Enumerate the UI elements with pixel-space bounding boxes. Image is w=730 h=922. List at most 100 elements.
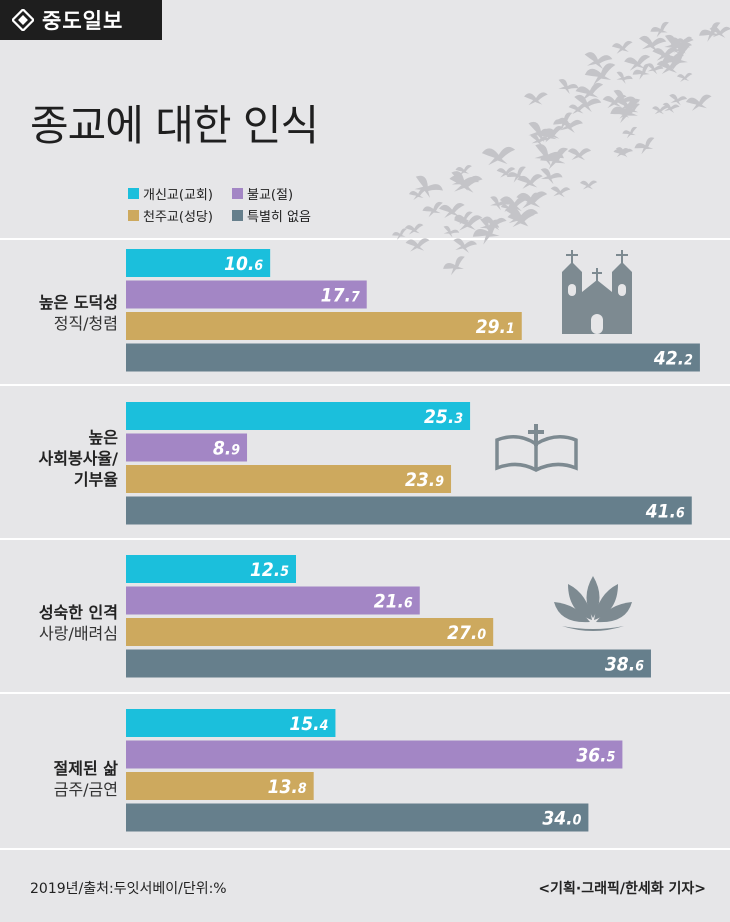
bird-icon: [408, 188, 427, 201]
bird-icon: [676, 72, 693, 82]
bird-icon: [490, 196, 509, 211]
bird-icon: [453, 215, 483, 231]
bar-value-label: 12.5: [250, 559, 289, 581]
separator-line: [0, 384, 730, 386]
bar-value-label: 41.6: [645, 501, 685, 523]
bar-buddhist-3: [126, 586, 420, 615]
category-label-temperance: 절제된 삶 금주/금연: [0, 758, 118, 800]
bird-icon: [579, 180, 598, 190]
category-label-social-service: 높은 사회봉사율/ 기부율: [0, 427, 118, 490]
bird-icon: [632, 63, 651, 80]
bar-protestant-2: [126, 402, 471, 430]
category-main-text: 사회봉사율/: [38, 449, 118, 468]
bar-value-label: 36.5: [576, 745, 615, 767]
bird-icon: [540, 168, 563, 185]
bird-icon: [472, 219, 501, 245]
bird-icon: [622, 126, 638, 139]
bar-none-3: [126, 649, 651, 678]
legend-swatch-catholic: [128, 210, 139, 221]
bird-icon: [668, 37, 694, 51]
bar-none-2: [126, 496, 692, 525]
bar-catholic-2: [126, 465, 452, 493]
source-note: 2019년/출처:두잇서베이/단위:%: [30, 881, 227, 897]
bar-value-label: 34.0: [542, 808, 581, 830]
bar-none-4: [126, 803, 589, 832]
bird-icon: [499, 195, 530, 212]
bird-icon: [584, 52, 613, 70]
bird-icon: [574, 94, 602, 113]
bar-value-label: 15.4: [289, 713, 328, 735]
category-sub-text: 정직/청렴: [53, 314, 118, 333]
separator-line: [0, 692, 730, 694]
religion-icons: [495, 250, 632, 631]
bird-icon: [615, 147, 633, 158]
chart-title: 종교에 대한 인식: [30, 101, 319, 150]
legend-item-none: 특별히 없음: [232, 206, 311, 225]
bird-icon: [610, 98, 641, 124]
bird-icon: [612, 89, 637, 109]
bar-none-1: [126, 343, 700, 372]
bird-icon: [506, 166, 526, 183]
category-main-text: 높은 도덕성: [38, 293, 118, 312]
bar-value-label: 27.0: [447, 622, 486, 644]
legend-item-catholic: 천주교(성당): [128, 206, 213, 225]
category-main-text: 기부율: [73, 470, 118, 489]
church-icon: [562, 250, 632, 334]
bird-icon: [662, 102, 680, 113]
bar-value-label: 42.2: [653, 348, 693, 370]
bar-catholic-3: [126, 618, 494, 646]
bar-value-label: 17.7: [321, 285, 360, 307]
bird-icon: [669, 94, 688, 106]
bird-icon: [550, 186, 571, 198]
bird-icon: [584, 63, 616, 86]
bar-value-label: 23.9: [405, 469, 444, 491]
bird-icon: [405, 238, 430, 252]
bird-icon: [611, 40, 633, 54]
bird-icon: [540, 128, 560, 143]
bird-icon: [392, 228, 407, 241]
bar-buddhist-1: [126, 280, 367, 309]
bar-value-label: 8.9: [213, 438, 240, 460]
bird-icon: [404, 223, 424, 235]
bar-protestant-3: [126, 555, 296, 583]
separator-line: [0, 538, 730, 540]
bird-icon: [634, 137, 655, 155]
bar-catholic-1: [126, 312, 522, 340]
bird-icon: [481, 146, 516, 166]
legend-swatch-protestant: [128, 188, 139, 199]
bird-icon: [652, 106, 668, 115]
bird-icon: [455, 165, 472, 176]
bar-value-labels: 10.6 25.3 12.5 15.4 17.7 8.9 21.6 36.5 29.1 23.9 2…: [213, 253, 693, 830]
bar-value-label: 21.6: [374, 591, 413, 613]
bird-icon: [443, 256, 465, 276]
bird-icon: [624, 103, 640, 116]
bar-buddhist-4: [126, 740, 623, 769]
bird-icon: [615, 108, 633, 119]
bird-icon: [540, 147, 569, 170]
bird-icon: [685, 94, 712, 111]
bird-icon: [656, 59, 683, 75]
bar-buddhist-2: [126, 433, 248, 462]
bar-value-label: 13.8: [268, 776, 307, 798]
flying-birds-illustration: [392, 21, 730, 276]
lotus-icon: [554, 576, 632, 631]
bird-icon: [699, 22, 721, 42]
bird-icon: [639, 35, 667, 52]
bird-icon: [534, 144, 564, 167]
category-main-text: 높은: [88, 428, 118, 447]
bird-icon: [414, 175, 443, 198]
bird-icon: [438, 202, 465, 219]
category-sub-text: 사랑/배려심: [39, 624, 118, 643]
bird-icon: [650, 21, 669, 38]
separator-line: [0, 238, 730, 240]
bird-icon: [443, 225, 460, 238]
legend-swatch-buddhist: [232, 188, 243, 199]
bars-group: [126, 249, 700, 832]
legend-swatch-none: [232, 210, 243, 221]
bar-catholic-4: [126, 772, 314, 800]
category-main-text: 성숙한 인격: [38, 603, 118, 622]
category-sub-text: 금주/금연: [53, 780, 118, 799]
bird-icon: [453, 238, 477, 253]
bird-icon: [530, 134, 549, 147]
